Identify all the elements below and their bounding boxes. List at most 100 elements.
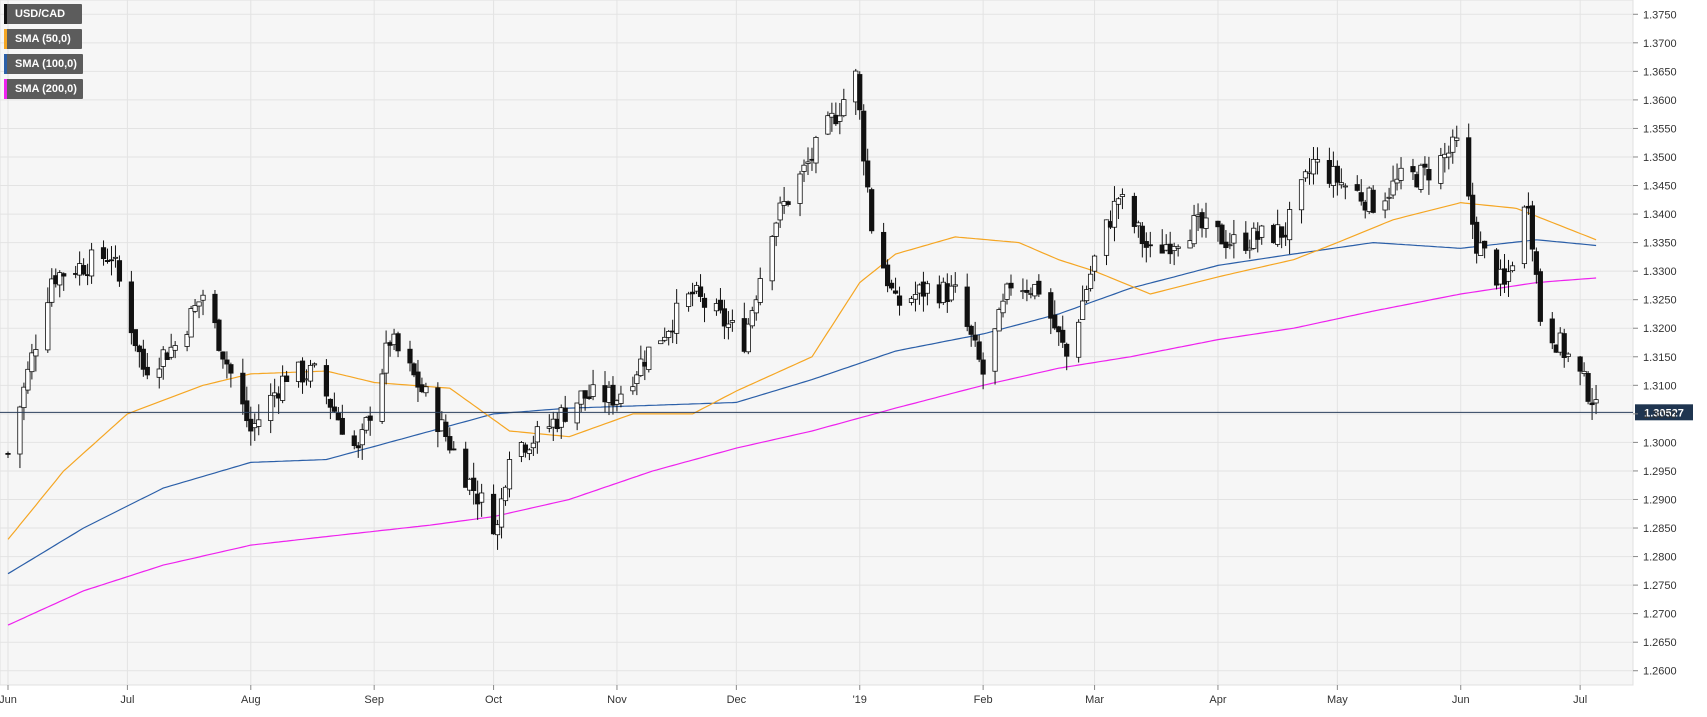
candle-up <box>1565 353 1571 357</box>
candle-up <box>506 459 513 490</box>
candle-down <box>1529 205 1535 250</box>
candle-up <box>908 298 915 303</box>
candle-up <box>1298 179 1305 211</box>
candle-down <box>701 297 708 308</box>
y-tick-label: 1.3350 <box>1643 238 1677 250</box>
candle-up <box>952 284 958 287</box>
candle-down <box>351 435 357 447</box>
candle-up <box>479 492 485 503</box>
candle-down <box>885 264 891 287</box>
candle-down <box>395 333 401 352</box>
candle-up <box>192 305 198 312</box>
legend-swatch-sma100 <box>4 54 7 74</box>
candle-up <box>745 323 751 353</box>
candle-up <box>813 137 819 164</box>
candle-up <box>646 346 652 370</box>
candle-down <box>1219 224 1225 245</box>
legend-swatch-sma50 <box>4 29 7 49</box>
candle-down <box>1577 356 1583 372</box>
y-tick-label: 1.3200 <box>1643 323 1677 335</box>
candle-up <box>658 340 664 345</box>
sma100-line <box>7 239 1597 575</box>
candle-up <box>1593 399 1599 404</box>
candle-down <box>224 359 230 365</box>
candle-down <box>1482 240 1488 249</box>
candle-up <box>88 249 95 277</box>
candle-up <box>825 115 831 135</box>
candle-down <box>892 290 899 294</box>
legend-item-usdcad[interactable]: USD/CAD <box>4 4 82 24</box>
candle-up <box>1080 300 1086 320</box>
candle-down <box>717 299 724 311</box>
candle-up <box>359 429 365 446</box>
candle-up <box>634 374 640 384</box>
y-tick-label: 1.3550 <box>1643 123 1677 135</box>
candle-down <box>1131 195 1137 227</box>
candle-down <box>1466 137 1472 197</box>
candle-up <box>1000 300 1006 314</box>
x-tick-label: May <box>1327 694 1348 706</box>
candle-up <box>757 278 763 303</box>
y-tick-label: 1.2850 <box>1643 523 1677 535</box>
candle-up <box>363 417 369 431</box>
candle-up <box>801 164 807 172</box>
candle-up <box>57 272 63 286</box>
legend-label-sma50: SMA (50,0) <box>15 33 71 45</box>
candle-down <box>144 366 150 376</box>
candle-down <box>5 452 11 455</box>
candle-down <box>355 445 361 449</box>
legend-item-sma200[interactable]: SMA (200,0) <box>4 79 83 99</box>
candle-down <box>1056 326 1062 333</box>
candle-down <box>244 400 250 422</box>
candle-down <box>284 375 290 382</box>
legend-label-usdcad: USD/CAD <box>15 8 66 20</box>
candle-down <box>888 282 895 289</box>
candle-down <box>980 359 986 375</box>
candle-up <box>498 498 505 528</box>
candle-up <box>49 278 55 303</box>
candle-down <box>1147 244 1153 247</box>
candle-down <box>1474 221 1480 254</box>
y-tick-label: 1.2650 <box>1643 637 1677 649</box>
candle-down <box>435 387 441 433</box>
candle-down <box>1549 318 1555 344</box>
legend-label-sma200: SMA (200,0) <box>15 83 77 95</box>
candle-down <box>857 74 863 111</box>
candle-down <box>463 448 469 488</box>
candle-up <box>674 302 680 334</box>
candle-up <box>1478 242 1484 256</box>
candle-down <box>1139 225 1145 245</box>
candle-down <box>1561 333 1567 358</box>
candle-up <box>184 334 190 347</box>
candle-up <box>1505 271 1512 282</box>
candle-up <box>1398 167 1404 181</box>
candle-down <box>869 189 875 232</box>
candle-down <box>407 348 413 364</box>
candle-down <box>582 390 588 399</box>
candle-up <box>29 352 35 373</box>
legend-item-sma100[interactable]: SMA (100,0) <box>4 54 83 74</box>
candle-down <box>367 415 373 421</box>
candle-up <box>502 486 509 502</box>
y-tick-label: 1.3400 <box>1643 209 1677 221</box>
candle-up <box>534 426 540 443</box>
candle-up <box>666 331 672 338</box>
candle-down <box>411 363 417 376</box>
candle-up <box>1342 185 1348 188</box>
x-tick-label: Oct <box>485 694 502 706</box>
candle-down <box>1370 189 1376 213</box>
candle-up <box>729 320 735 323</box>
candle-down <box>1036 280 1042 295</box>
candle-down <box>447 436 453 451</box>
candle-down <box>610 384 616 406</box>
candle-down <box>522 444 529 453</box>
y-tick-label: 1.3500 <box>1643 152 1677 164</box>
legend-item-sma50[interactable]: SMA (50,0) <box>4 29 82 49</box>
candle-up <box>805 161 811 164</box>
candle-down <box>968 325 974 335</box>
candle-up <box>1314 159 1321 163</box>
candle-down <box>240 372 246 405</box>
candle-up <box>841 99 847 117</box>
